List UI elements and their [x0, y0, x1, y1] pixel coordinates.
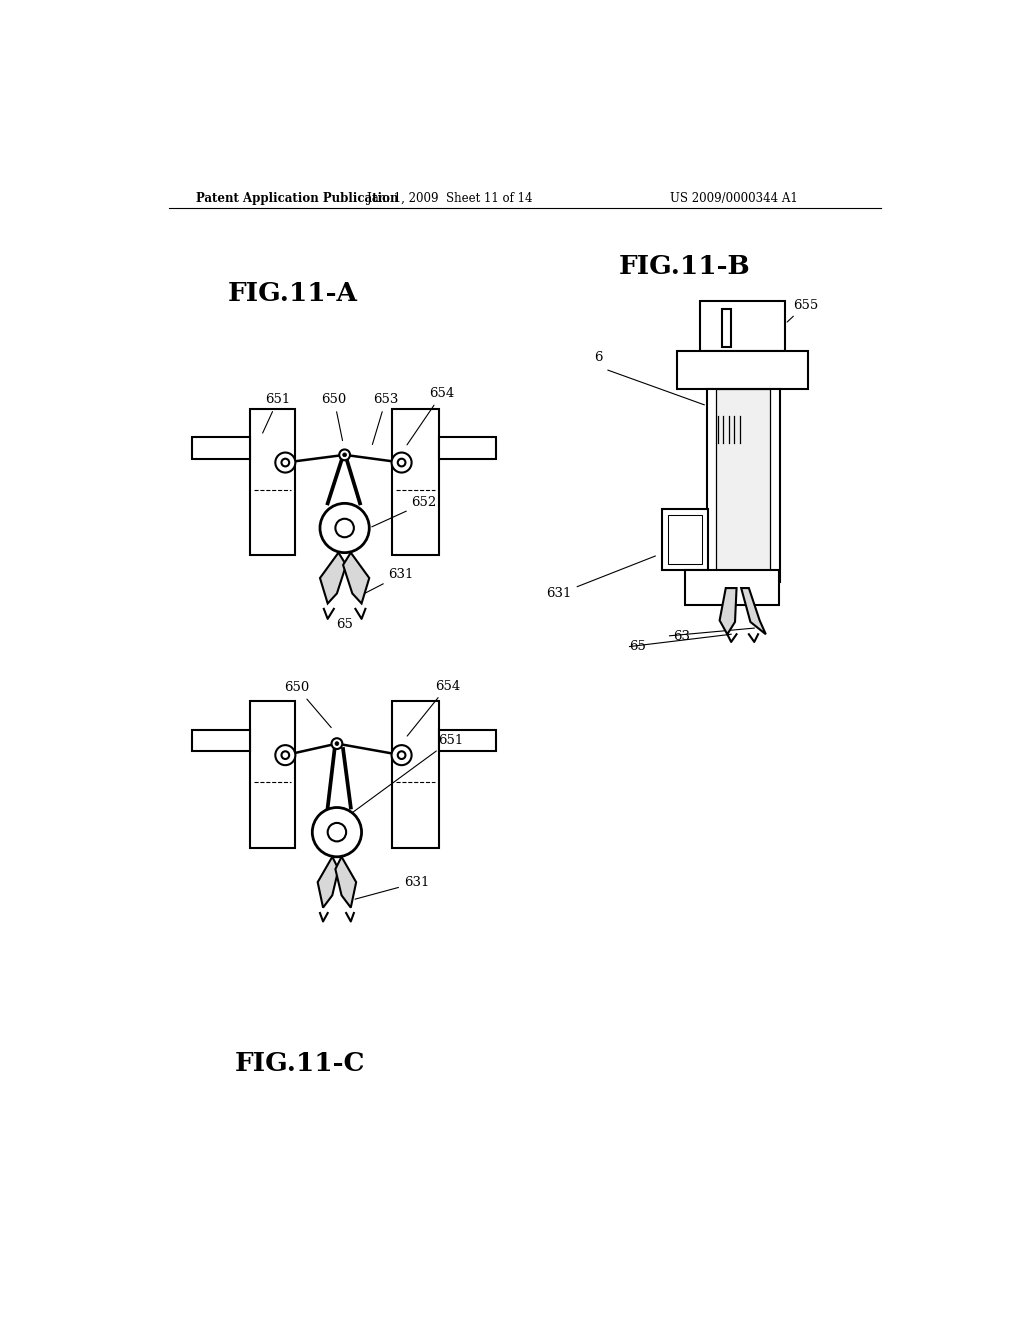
Circle shape [275, 453, 295, 473]
Text: 651: 651 [347, 734, 464, 817]
Text: 63: 63 [674, 630, 690, 643]
Bar [677, 351, 808, 389]
Bar [722, 309, 731, 347]
Circle shape [328, 822, 346, 841]
Text: 654: 654 [408, 680, 460, 737]
Polygon shape [720, 589, 736, 635]
Circle shape [391, 453, 412, 473]
Bar [250, 409, 295, 554]
Circle shape [397, 459, 406, 466]
Text: 631: 631 [362, 568, 414, 594]
Text: FIG.11-A: FIG.11-A [227, 281, 357, 306]
Circle shape [397, 751, 406, 759]
Circle shape [282, 459, 289, 466]
Bar [438, 437, 497, 459]
Circle shape [275, 744, 295, 766]
Bar [716, 389, 770, 582]
Text: US 2009/0000344 A1: US 2009/0000344 A1 [670, 191, 798, 205]
Bar [392, 701, 438, 847]
Text: 655: 655 [787, 298, 818, 322]
Circle shape [319, 503, 370, 553]
Text: 631: 631 [355, 876, 429, 899]
Polygon shape [319, 553, 346, 603]
Text: 65: 65 [336, 618, 353, 631]
Bar [707, 389, 779, 582]
Circle shape [343, 453, 346, 457]
Text: 650: 650 [322, 393, 347, 441]
Text: 631: 631 [547, 556, 655, 601]
Text: Jan. 1, 2009  Sheet 11 of 14: Jan. 1, 2009 Sheet 11 of 14 [368, 191, 532, 205]
Circle shape [336, 519, 354, 537]
Text: 652: 652 [372, 496, 437, 527]
Bar [250, 701, 295, 847]
Circle shape [282, 751, 289, 759]
Text: 651: 651 [262, 393, 291, 433]
Polygon shape [741, 589, 766, 635]
Polygon shape [317, 857, 339, 908]
Circle shape [391, 744, 412, 766]
Bar [700, 301, 785, 351]
Text: 654: 654 [407, 387, 455, 445]
Circle shape [312, 808, 361, 857]
Text: 653: 653 [373, 393, 398, 445]
Bar [193, 730, 250, 751]
Text: FIG.11-C: FIG.11-C [234, 1051, 366, 1076]
Text: 650: 650 [285, 681, 332, 727]
Polygon shape [336, 857, 356, 908]
Bar [193, 437, 250, 459]
Circle shape [335, 742, 339, 746]
Bar [438, 730, 497, 751]
Text: 65: 65 [630, 640, 646, 652]
Bar [685, 570, 779, 605]
Circle shape [332, 738, 342, 748]
Circle shape [339, 450, 350, 461]
Bar [662, 508, 708, 570]
Bar [392, 409, 438, 554]
Text: FIG.11-B: FIG.11-B [620, 253, 751, 279]
Polygon shape [343, 553, 370, 603]
Bar [668, 515, 701, 564]
Text: 6: 6 [594, 351, 602, 364]
Text: Patent Application Publication: Patent Application Publication [196, 191, 398, 205]
